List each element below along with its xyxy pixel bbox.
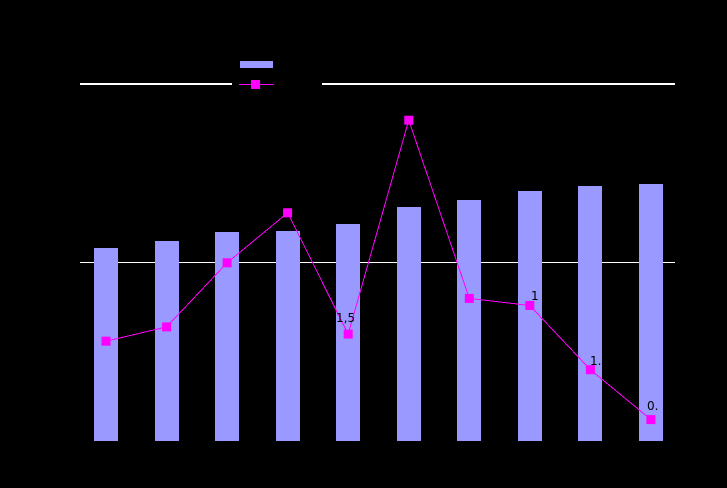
line-marker-icon: [101, 336, 111, 346]
bar: [578, 186, 602, 441]
legend: [232, 52, 322, 99]
bar: [639, 184, 663, 441]
line-marker-icon: [646, 415, 656, 425]
point-label: 1.: [590, 354, 602, 368]
legend-line-marker-icon: [251, 80, 260, 89]
point-label: 1: [531, 289, 539, 303]
legend-bar-swatch: [240, 61, 273, 68]
point-label: 0.: [647, 399, 659, 413]
line-marker-icon: [525, 301, 535, 310]
line-marker-icon: [404, 115, 414, 125]
line-marker-icon: [585, 365, 595, 375]
bar: [155, 241, 179, 441]
bar: [397, 207, 421, 441]
line-marker-icon: [162, 322, 172, 332]
bar: [518, 191, 542, 441]
line-marker-icon: [283, 208, 293, 218]
bar: [457, 200, 481, 441]
line-marker-icon: [222, 258, 232, 268]
line-marker-icon: [464, 293, 474, 303]
gridline-value-2: [80, 83, 675, 85]
gridline-value-1: [80, 262, 675, 263]
line-marker-icon: [343, 329, 353, 339]
line-path: [105, 118, 652, 420]
bar: [276, 231, 300, 441]
point-label: 1,5: [336, 311, 356, 325]
